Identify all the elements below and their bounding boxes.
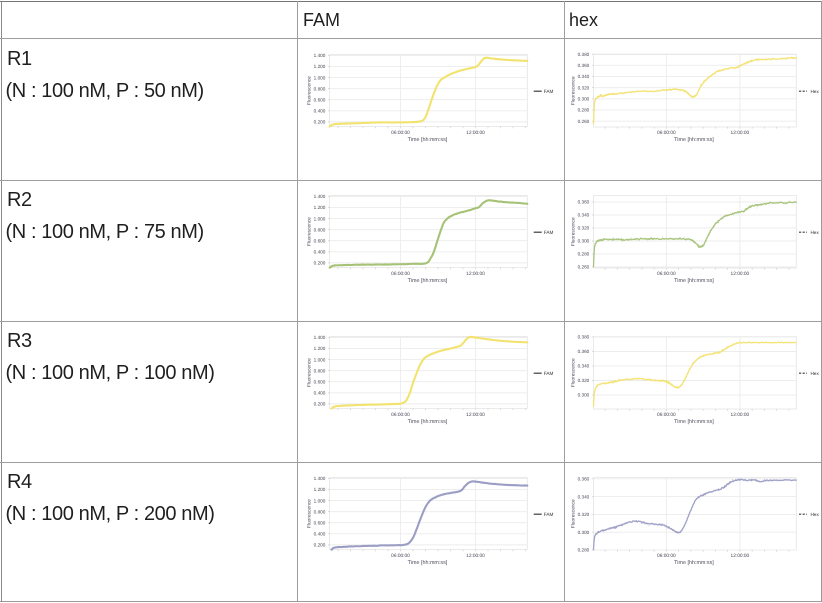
svg-text:Fluorescence: Fluorescence <box>570 499 576 528</box>
svg-text:1.400: 1.400 <box>314 335 326 340</box>
svg-text:0.380: 0.380 <box>578 52 590 57</box>
svg-text:12:00:00: 12:00:00 <box>466 130 485 136</box>
svg-text:0.320: 0.320 <box>578 378 590 383</box>
svg-text:0.400: 0.400 <box>314 109 326 114</box>
svg-text:Time [hh:mm:ss]: Time [hh:mm:ss] <box>408 278 448 284</box>
svg-text:1.000: 1.000 <box>314 498 326 503</box>
svg-text:0.200: 0.200 <box>314 543 326 548</box>
svg-text:Time [hh:mm:ss]: Time [hh:mm:ss] <box>408 137 448 143</box>
svg-text:0.300: 0.300 <box>578 530 590 535</box>
svg-text:Hex: Hex <box>811 512 820 517</box>
svg-text:1.400: 1.400 <box>314 194 326 199</box>
svg-text:0.300: 0.300 <box>578 393 590 398</box>
svg-text:06:00:00: 06:00:00 <box>391 130 410 136</box>
svg-text:1.200: 1.200 <box>314 487 326 492</box>
svg-text:06:00:00: 06:00:00 <box>657 412 676 418</box>
svg-text:Time [hh:mm:ss]: Time [hh:mm:ss] <box>408 419 448 425</box>
svg-text:0.800: 0.800 <box>314 368 326 373</box>
svg-text:12:00:00: 12:00:00 <box>466 553 485 559</box>
svg-text:06:00:00: 06:00:00 <box>391 271 410 277</box>
svg-text:0.320: 0.320 <box>578 226 590 231</box>
svg-text:0.340: 0.340 <box>578 213 590 218</box>
svg-text:0.600: 0.600 <box>314 97 326 102</box>
svg-text:0.800: 0.800 <box>314 227 326 232</box>
svg-text:06:00:00: 06:00:00 <box>391 412 410 418</box>
svg-text:1.000: 1.000 <box>314 216 326 221</box>
svg-text:0.200: 0.200 <box>314 120 326 125</box>
svg-text:Time [hh:mm:ss]: Time [hh:mm:ss] <box>674 137 714 143</box>
svg-text:0.260: 0.260 <box>578 265 590 270</box>
svg-text:0.400: 0.400 <box>314 391 326 396</box>
svg-text:12:00:00: 12:00:00 <box>731 553 750 559</box>
svg-text:FAM: FAM <box>544 512 554 517</box>
svg-text:0.320: 0.320 <box>578 512 590 517</box>
svg-text:06:00:00: 06:00:00 <box>657 271 676 277</box>
svg-text:1.200: 1.200 <box>314 346 326 351</box>
svg-text:06:00:00: 06:00:00 <box>657 553 676 559</box>
svg-text:0.400: 0.400 <box>314 250 326 255</box>
svg-text:Fluorescence: Fluorescence <box>306 217 312 246</box>
svg-text:0.800: 0.800 <box>314 509 326 514</box>
svg-text:1.400: 1.400 <box>314 476 326 481</box>
svg-text:Fluorescence: Fluorescence <box>570 76 576 105</box>
svg-text:1.000: 1.000 <box>314 75 326 80</box>
svg-text:0.300: 0.300 <box>578 239 590 244</box>
svg-text:Fluorescence: Fluorescence <box>570 217 576 246</box>
svg-text:12:00:00: 12:00:00 <box>731 271 750 277</box>
svg-text:0.360: 0.360 <box>578 477 590 482</box>
svg-text:0.280: 0.280 <box>578 108 590 113</box>
svg-text:Hex: Hex <box>811 89 820 94</box>
svg-text:12:00:00: 12:00:00 <box>466 271 485 277</box>
svg-text:0.200: 0.200 <box>314 402 326 407</box>
svg-text:FAM: FAM <box>544 230 554 235</box>
svg-text:0.380: 0.380 <box>578 335 590 340</box>
svg-text:0.400: 0.400 <box>314 532 326 537</box>
svg-text:12:00:00: 12:00:00 <box>731 412 750 418</box>
svg-text:0.600: 0.600 <box>314 238 326 243</box>
svg-text:0.320: 0.320 <box>578 85 590 90</box>
svg-text:06:00:00: 06:00:00 <box>657 130 676 136</box>
svg-text:FAM: FAM <box>544 371 554 376</box>
svg-text:1.000: 1.000 <box>314 357 326 362</box>
svg-text:12:00:00: 12:00:00 <box>731 130 750 136</box>
svg-text:0.360: 0.360 <box>578 200 590 205</box>
svg-text:1.200: 1.200 <box>314 64 326 69</box>
svg-text:0.280: 0.280 <box>578 548 590 553</box>
svg-text:Time [hh:mm:ss]: Time [hh:mm:ss] <box>674 278 714 284</box>
svg-text:Time [hh:mm:ss]: Time [hh:mm:ss] <box>674 560 714 566</box>
svg-text:0.360: 0.360 <box>578 349 590 354</box>
svg-text:0.600: 0.600 <box>314 520 326 525</box>
svg-text:Fluorescence: Fluorescence <box>306 358 312 387</box>
svg-text:0.300: 0.300 <box>578 97 590 102</box>
svg-text:FAM: FAM <box>544 89 554 94</box>
svg-text:1.400: 1.400 <box>314 53 326 58</box>
svg-text:0.200: 0.200 <box>314 261 326 266</box>
svg-text:06:00:00: 06:00:00 <box>391 553 410 559</box>
svg-text:Time [hh:mm:ss]: Time [hh:mm:ss] <box>408 560 448 566</box>
svg-text:0.800: 0.800 <box>314 86 326 91</box>
svg-text:Fluorescence: Fluorescence <box>306 499 312 528</box>
svg-text:12:00:00: 12:00:00 <box>466 412 485 418</box>
svg-text:Hex: Hex <box>811 371 820 376</box>
svg-text:Fluorescence: Fluorescence <box>570 358 576 387</box>
svg-text:0.340: 0.340 <box>578 364 590 369</box>
svg-text:0.260: 0.260 <box>578 119 590 124</box>
svg-text:0.600: 0.600 <box>314 379 326 384</box>
svg-text:0.280: 0.280 <box>578 252 590 257</box>
svg-text:0.340: 0.340 <box>578 494 590 499</box>
svg-text:0.340: 0.340 <box>578 74 590 79</box>
svg-text:0.360: 0.360 <box>578 63 590 68</box>
svg-text:1.200: 1.200 <box>314 205 326 210</box>
svg-text:Hex: Hex <box>811 230 820 235</box>
svg-text:Time [hh:mm:ss]: Time [hh:mm:ss] <box>674 419 714 425</box>
svg-text:Fluorescence: Fluorescence <box>306 76 312 105</box>
